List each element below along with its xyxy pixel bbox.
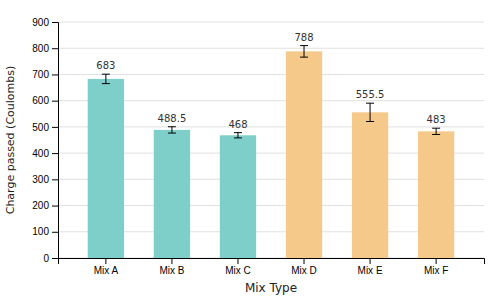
tick-mark	[52, 206, 58, 207]
tick: 600	[32, 95, 58, 106]
bar	[352, 112, 388, 258]
data-label: 483	[427, 114, 446, 125]
tick-label: 900	[32, 17, 49, 28]
data-label: 468	[228, 119, 247, 130]
tick-mark	[52, 153, 58, 154]
tick-label: Mix B	[159, 265, 184, 276]
data-label: 788	[294, 32, 313, 43]
tick-mark	[370, 258, 371, 264]
tick-label: 0	[43, 253, 49, 264]
axis-line	[52, 23, 59, 259]
tick: 500	[32, 122, 58, 133]
error-bar	[432, 128, 440, 134]
error-bar	[366, 103, 374, 121]
grid	[58, 22, 484, 258]
tick-label: 100	[32, 226, 49, 237]
tick: Mix B	[159, 258, 184, 276]
data-label: 488.5	[158, 113, 187, 124]
tick-mark	[52, 48, 58, 49]
tick-label: 400	[32, 148, 49, 159]
tick: 900	[32, 17, 58, 28]
tick-mark	[304, 258, 305, 264]
data-label: 555.5	[356, 89, 385, 100]
tick-mark	[52, 258, 58, 259]
x-axis: Mix A Mix B Mix C Mix D Mix E Mix F	[59, 258, 485, 276]
tick: Mix C	[225, 258, 251, 276]
chart: 683488.5468788555.5483Mix AMix BMix CMix…	[0, 0, 500, 300]
error-bar	[168, 127, 176, 133]
tick-label: 700	[32, 69, 49, 80]
tick-mark	[436, 258, 437, 264]
tick: Mix D	[291, 258, 317, 276]
bar	[220, 135, 256, 258]
tick: 700	[32, 69, 58, 80]
grid-line	[58, 22, 484, 23]
data-label: 683	[96, 60, 115, 71]
tick: 0	[43, 253, 58, 264]
tick: 800	[32, 43, 58, 54]
y-axis: 0 100 200 300 400 500 600 700 800 900	[32, 17, 58, 264]
tick: Mix E	[358, 258, 383, 276]
axis-line	[59, 259, 485, 265]
error-bar	[300, 46, 308, 58]
bar	[154, 130, 190, 258]
tick: 100	[32, 226, 58, 237]
tick-mark	[237, 258, 238, 264]
tick-label: 200	[32, 200, 49, 211]
x-axis-title: Mix Type	[245, 281, 297, 295]
tick-mark	[52, 22, 58, 23]
tick-mark	[52, 101, 58, 102]
tick-label: Mix E	[358, 265, 383, 276]
grid-line	[58, 74, 484, 75]
tick-mark	[52, 74, 58, 75]
plot: 683488.5468788555.5483Mix AMix BMix CMix…	[32, 17, 484, 276]
tick-mark	[52, 232, 58, 233]
tick: Mix A	[94, 258, 119, 276]
bar	[88, 79, 124, 258]
y-axis-title: Charge passed (Coulombs)	[4, 66, 17, 215]
tick-mark	[171, 258, 172, 264]
tick: 200	[32, 200, 58, 211]
tick-mark	[52, 179, 58, 180]
tick-label: 500	[32, 122, 49, 133]
tick-label: 600	[32, 95, 49, 106]
tick-label: Mix D	[291, 265, 317, 276]
data-labels: 683 488.5 468 788 555.5 483	[96, 32, 445, 130]
marks	[88, 46, 455, 258]
tick: Mix F	[424, 258, 448, 276]
bar	[286, 51, 322, 258]
tick: 400	[32, 148, 58, 159]
tick-mark	[52, 127, 58, 128]
grid-line	[58, 48, 484, 49]
error-bar	[102, 74, 110, 83]
tick-label: Mix C	[225, 265, 251, 276]
tick-mark	[105, 258, 106, 264]
error-bar	[234, 133, 242, 138]
bar	[418, 131, 454, 258]
tick-label: Mix A	[94, 265, 119, 276]
tick: 300	[32, 174, 58, 185]
tick-label: Mix F	[424, 265, 448, 276]
tick-label: 800	[32, 43, 49, 54]
tick-label: 300	[32, 174, 49, 185]
